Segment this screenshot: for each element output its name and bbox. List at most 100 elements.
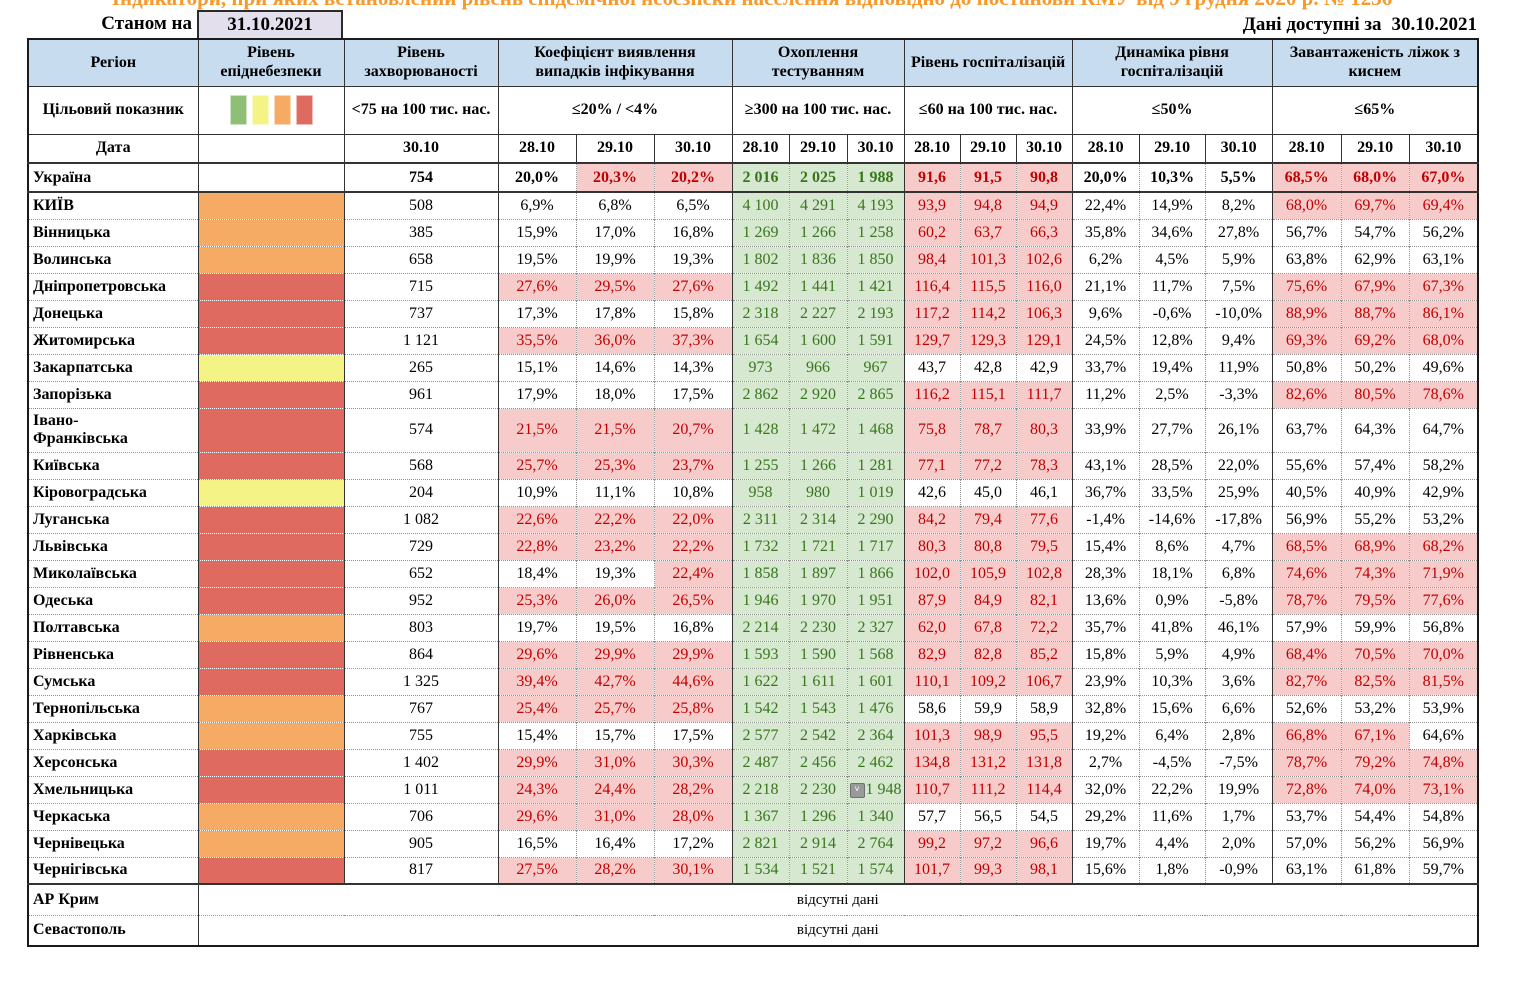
- region-name: АР Крим: [28, 883, 198, 915]
- oxygen-beds-value: 67,3%: [1408, 272, 1479, 300]
- danger-level-cell: [197, 380, 344, 408]
- dynamics-value: 2,5%: [1138, 380, 1206, 408]
- region-name: Київська: [28, 451, 198, 479]
- incidence-value: 905: [343, 829, 498, 857]
- region-name: Кіровоградська: [28, 478, 198, 506]
- oxygen-beds-value: 59,9%: [1340, 613, 1410, 641]
- detection-value: 29,9%: [497, 748, 576, 776]
- target-testing: ≥300 на 100 тис. нас.: [731, 85, 905, 135]
- oxygen-beds-value: 88,7%: [1340, 299, 1410, 327]
- oxygen-beds-value: 78,7%: [1271, 748, 1342, 776]
- testing-value: 1 568: [846, 640, 905, 668]
- oxygen-beds-value: 71,9%: [1408, 559, 1479, 587]
- testing-value: 1 717: [846, 532, 905, 560]
- dynamics-value: 3,6%: [1204, 667, 1273, 695]
- oxygen-beds-value: 56,2%: [1340, 829, 1410, 857]
- date-cell: 29.10: [1340, 133, 1410, 164]
- hospitalization-value: 131,2: [959, 748, 1017, 776]
- table-row-no-data: Севастополь відсутні дані: [28, 914, 1479, 946]
- date-cell: 29.10: [959, 133, 1017, 164]
- testing-value: 1 591: [846, 326, 905, 354]
- hospitalization-value: 131,8: [1015, 748, 1073, 776]
- testing-value: 966: [788, 353, 848, 381]
- oxygen-beds-value: 70,0%: [1408, 640, 1479, 668]
- testing-value: 1 897: [788, 559, 848, 587]
- oxygen-beds-value: 64,6%: [1408, 721, 1479, 749]
- detection-value: 25,3%: [575, 451, 654, 479]
- oxygen-beds-value: 74,8%: [1408, 748, 1479, 776]
- dynamics-value: 29,2%: [1071, 802, 1140, 830]
- incidence-value: 754: [343, 162, 498, 193]
- region-name: Полтавська: [28, 613, 198, 641]
- testing-value: 1 441: [788, 272, 848, 300]
- testing-value: 1 574: [846, 856, 905, 884]
- testing-value: 1 611: [788, 667, 848, 695]
- testing-value: 2 230: [788, 775, 848, 803]
- autofilter-dropdown-icon[interactable]: ˅: [849, 782, 865, 798]
- detection-value: 17,2%: [653, 829, 733, 857]
- oxygen-beds-value: 74,6%: [1271, 559, 1342, 587]
- table-row: КИЇВ 508 6,9% 6,8% 6,5% 4 100 4 291 4 193 93,9 94…: [28, 191, 1479, 219]
- dynamics-value: 22,2%: [1138, 775, 1206, 803]
- danger-level-cell: [197, 326, 344, 354]
- dynamics-value: 18,1%: [1138, 559, 1206, 587]
- table-row: Закарпатська 265 15,1% 14,6% 14,3% 973 966 967 4…: [28, 353, 1479, 381]
- dynamics-value: 35,8%: [1071, 218, 1140, 246]
- testing-value: ˅ 1 948: [846, 775, 905, 803]
- target-incidence: <75 на 100 тис. нас.: [343, 85, 499, 135]
- detection-value: 6,5%: [653, 191, 733, 219]
- detection-value: 18,4%: [497, 559, 576, 587]
- oxygen-beds-value: 68,4%: [1271, 640, 1342, 668]
- detection-value: 22,4%: [653, 559, 733, 587]
- oxygen-beds-value: 74,0%: [1340, 775, 1410, 803]
- hospitalization-value: 43,7: [903, 353, 961, 381]
- testing-value: 2 821: [731, 829, 790, 857]
- date-cell: 28.10: [731, 133, 790, 164]
- oxygen-beds-value: 69,2%: [1340, 326, 1410, 354]
- oxygen-beds-value: 67,9%: [1340, 272, 1410, 300]
- col-header-detection: Коефіцієнт виявлення випадків інфікуванн…: [497, 38, 733, 87]
- table-row: Івано- Франківська 574 21,5% 21,5% 20,7% 1 42…: [28, 407, 1479, 452]
- detection-value: 23,7%: [653, 451, 733, 479]
- testing-value: 1 970: [788, 586, 848, 614]
- region-name: Хмельницька: [28, 775, 198, 803]
- data-available-label: Дані доступні за: [1242, 14, 1382, 35]
- oxygen-beds-value: 68,2%: [1408, 532, 1479, 560]
- danger-level-cell: [197, 748, 344, 776]
- detection-value: 27,6%: [497, 272, 576, 300]
- table-row: Волинська 658 19,5% 19,9% 19,3% 1 802 1 836 1 8…: [28, 245, 1479, 273]
- hospitalization-value: 95,5: [1015, 721, 1073, 749]
- dynamics-value: 26,1%: [1204, 407, 1273, 452]
- dynamics-value: 5,9%: [1138, 640, 1206, 668]
- table-row: Херсонська 1 402 29,9% 31,0% 30,3% 2 487 2 456…: [28, 748, 1479, 776]
- oxygen-beds-value: 74,3%: [1340, 559, 1410, 587]
- hospitalization-value: 98,4: [903, 245, 961, 273]
- dynamics-value: 6,2%: [1071, 245, 1140, 273]
- testing-value: 1 732: [731, 532, 790, 560]
- dynamics-value: 19,9%: [1204, 775, 1273, 803]
- table-row: Черкаська 706 29,6% 31,0% 28,0% 1 367 1 296 1 3…: [28, 802, 1479, 830]
- oxygen-beds-value: 68,0%: [1340, 162, 1410, 193]
- detection-value: 29,6%: [497, 640, 576, 668]
- detection-value: 23,2%: [575, 532, 654, 560]
- detection-value: 37,3%: [653, 326, 733, 354]
- hospitalization-value: 84,9: [959, 586, 1017, 614]
- date-cell: 29.10: [788, 133, 848, 164]
- dynamics-value: 11,9%: [1204, 353, 1273, 381]
- detection-value: 30,3%: [653, 748, 733, 776]
- hospitalization-value: 116,0: [1015, 272, 1073, 300]
- incidence-value: 952: [343, 586, 498, 614]
- no-data-cell: відсутні дані: [197, 883, 1479, 915]
- dynamics-value: -4,5%: [1138, 748, 1206, 776]
- dynamics-value: 27,8%: [1204, 218, 1273, 246]
- testing-value: 1 296: [788, 802, 848, 830]
- region-name: Херсонська: [28, 748, 198, 776]
- danger-level-cell: [197, 586, 344, 614]
- detection-value: 15,8%: [653, 299, 733, 327]
- dynamics-value: 24,5%: [1071, 326, 1140, 354]
- testing-value: 2 327: [846, 613, 905, 641]
- region-name: КИЇВ: [28, 191, 198, 219]
- oxygen-beds-value: 68,5%: [1271, 162, 1342, 193]
- hospitalization-value: 84,2: [903, 505, 961, 533]
- testing-value: 2 862: [731, 380, 790, 408]
